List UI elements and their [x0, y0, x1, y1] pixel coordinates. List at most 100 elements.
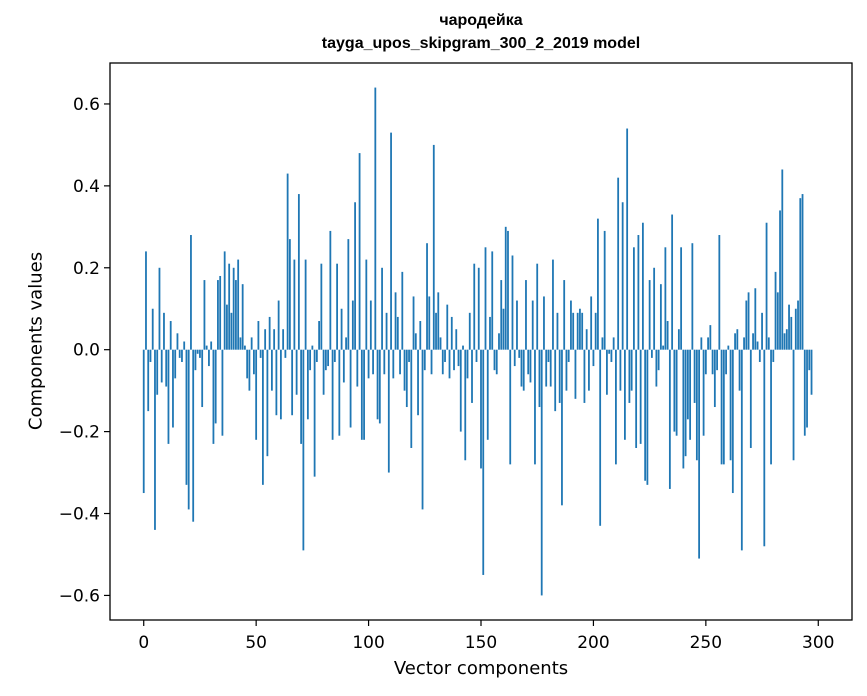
bar-208 [610, 349, 613, 362]
bar-130 [435, 312, 437, 350]
bar-176 [538, 349, 541, 408]
bar-23 [194, 349, 197, 371]
bar-259 [725, 349, 727, 375]
bar-296 [808, 349, 811, 371]
bar-33 [217, 280, 219, 350]
x-tick-label: 50 [245, 633, 267, 653]
bar-162 [507, 230, 509, 350]
bar-19 [185, 349, 188, 485]
bar-185 [558, 349, 561, 403]
bar-146 [471, 349, 473, 403]
bar-279 [770, 349, 772, 465]
bar-2 [147, 349, 150, 412]
bar-228 [655, 349, 658, 387]
bar-39 [230, 312, 233, 350]
bar-10 [165, 349, 168, 387]
bar-224 [646, 349, 649, 485]
bar-131 [437, 292, 440, 350]
bar-263 [734, 333, 736, 350]
bar-264 [736, 329, 739, 350]
y-tick-label: −0.6 [59, 586, 100, 606]
bar-266 [740, 349, 743, 551]
y-tick-label: 0.4 [73, 177, 100, 197]
bar-45 [244, 345, 246, 350]
bar-180 [547, 349, 550, 362]
bar-254 [713, 349, 716, 408]
bar-49 [253, 349, 255, 375]
bar-293 [801, 194, 804, 350]
x-axis: 0 50 100 150 200 250 300 [138, 620, 834, 653]
x-tick-label: 150 [465, 633, 497, 653]
plot-frame [109, 62, 853, 621]
bar-238 [677, 329, 680, 350]
bar-233 [666, 321, 669, 350]
bar-141 [459, 349, 462, 432]
bar-239 [680, 247, 683, 350]
bar-245 [693, 349, 696, 403]
bar-171 [527, 349, 530, 375]
y-axis-label: Components values [25, 251, 47, 431]
bar-286 [785, 329, 788, 350]
bar-138 [453, 349, 455, 371]
bar-124 [421, 349, 424, 510]
bar-102 [372, 349, 374, 375]
bar-227 [653, 267, 656, 350]
bar-283 [779, 210, 781, 350]
bar-203 [599, 349, 602, 526]
bar-284 [781, 169, 784, 350]
bar-154 [489, 316, 491, 350]
bar-13 [172, 349, 174, 428]
bar-184 [556, 312, 559, 350]
bar-101 [369, 300, 372, 350]
bar-117 [405, 349, 408, 408]
bar-152 [484, 247, 487, 350]
bar-209 [612, 337, 615, 350]
bar-125 [423, 349, 426, 371]
bar-122 [417, 349, 419, 416]
bar-15 [176, 333, 179, 350]
bar-74 [309, 349, 312, 371]
bar-58 [273, 329, 276, 350]
bar-289 [792, 349, 795, 461]
bar-26 [201, 349, 204, 408]
bar-6 [156, 349, 159, 395]
bar-199 [590, 296, 593, 350]
x-tick-label: 250 [690, 633, 722, 653]
bar-94 [354, 202, 356, 350]
bar-135 [446, 304, 449, 350]
bar-68 [295, 349, 298, 395]
bar-142 [462, 345, 464, 350]
bar-168 [520, 349, 523, 387]
bar-14 [174, 349, 177, 379]
bar-20 [187, 349, 190, 510]
bar-12 [169, 321, 172, 350]
bar-197 [585, 329, 588, 350]
bar-62 [282, 329, 285, 350]
bar-76 [313, 349, 316, 477]
bar-128 [430, 349, 433, 375]
bar-127 [428, 296, 431, 350]
bar-84 [331, 349, 334, 440]
bar-274 [758, 349, 761, 362]
bar-55 [266, 349, 269, 457]
bar-1 [145, 251, 147, 350]
bar-160 [502, 308, 505, 350]
bar-54 [264, 329, 267, 350]
bar-294 [803, 349, 806, 436]
bar-0 [142, 349, 145, 494]
bar-89 [342, 349, 345, 383]
bar-92 [349, 349, 352, 428]
bar-219 [635, 349, 638, 448]
bar-287 [788, 304, 790, 350]
bar-144 [466, 349, 469, 379]
bar-85 [333, 349, 336, 362]
y-tick-label: −0.4 [59, 505, 100, 525]
bar-252 [709, 325, 712, 350]
bar-95 [356, 349, 359, 387]
bar-52 [259, 349, 262, 358]
bar-240 [682, 349, 685, 469]
bar-48 [250, 337, 253, 350]
bar-249 [702, 349, 705, 436]
bar-27 [203, 280, 206, 350]
